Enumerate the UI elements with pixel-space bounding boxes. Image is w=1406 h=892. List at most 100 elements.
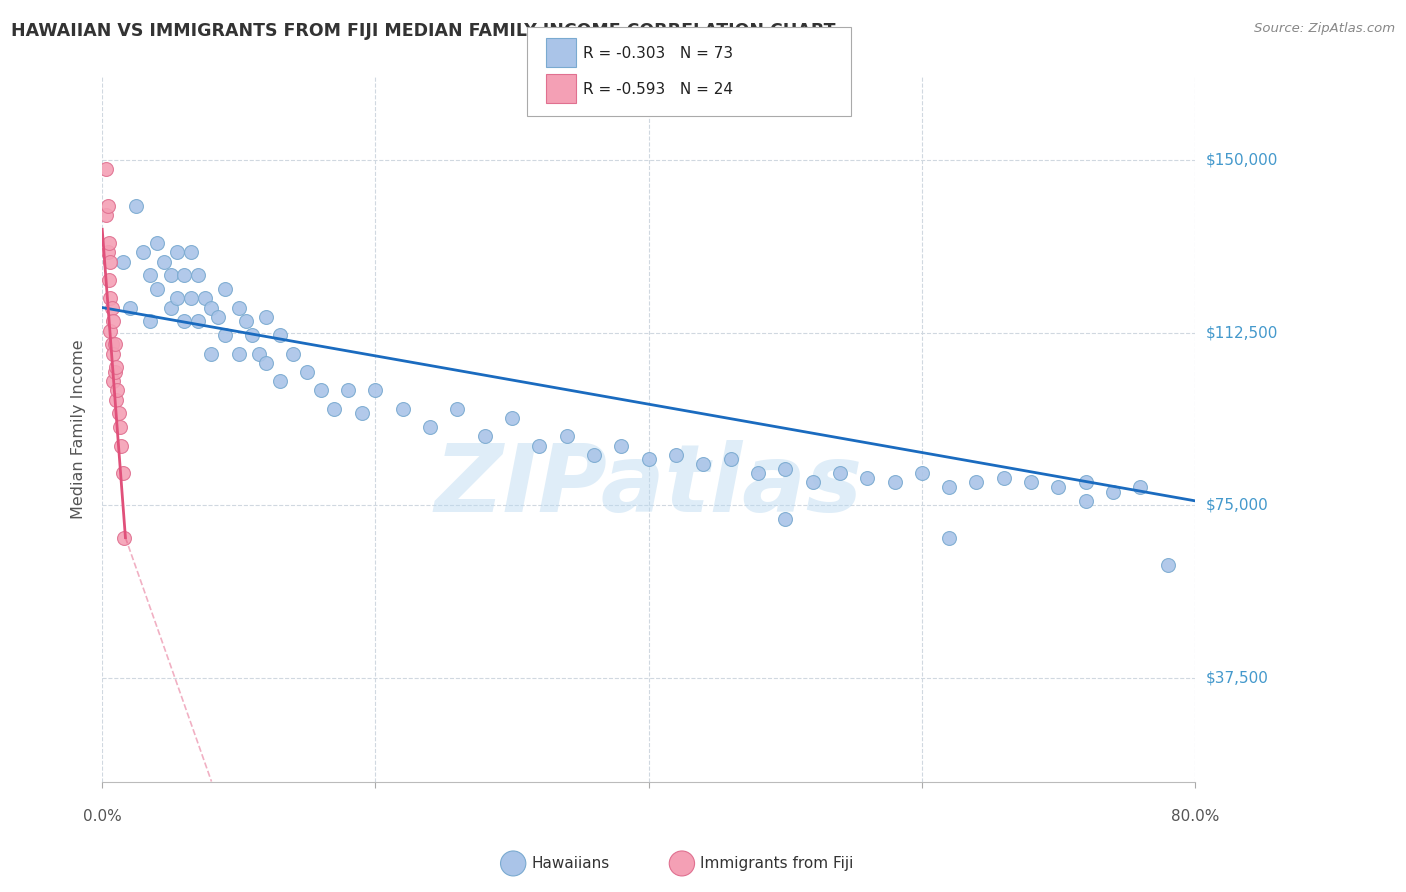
Point bbox=[187, 314, 209, 328]
Point bbox=[474, 429, 496, 443]
Point bbox=[966, 475, 988, 490]
Text: R = -0.303   N = 73: R = -0.303 N = 73 bbox=[583, 46, 734, 62]
Point bbox=[214, 282, 236, 296]
Point bbox=[107, 406, 129, 420]
Point bbox=[610, 439, 633, 453]
Point bbox=[200, 301, 222, 315]
Point bbox=[100, 324, 122, 338]
Text: Source: ZipAtlas.com: Source: ZipAtlas.com bbox=[1254, 22, 1395, 36]
Point bbox=[269, 374, 291, 388]
Point bbox=[100, 337, 122, 351]
Point bbox=[101, 346, 124, 360]
Point bbox=[118, 301, 141, 315]
Point bbox=[132, 245, 155, 260]
Point bbox=[103, 337, 125, 351]
Point bbox=[159, 301, 181, 315]
Point bbox=[254, 310, 277, 324]
Point bbox=[111, 254, 134, 268]
Point bbox=[104, 392, 127, 407]
Point bbox=[207, 310, 229, 324]
Point bbox=[173, 268, 195, 283]
Point bbox=[96, 162, 118, 177]
Point bbox=[98, 273, 121, 287]
Point bbox=[110, 439, 132, 453]
Point bbox=[993, 471, 1015, 485]
Text: $75,000: $75,000 bbox=[1206, 498, 1268, 513]
Point bbox=[100, 254, 122, 268]
Point bbox=[228, 346, 250, 360]
Point bbox=[692, 457, 714, 471]
Point bbox=[501, 411, 523, 425]
Text: HAWAIIAN VS IMMIGRANTS FROM FIJI MEDIAN FAMILY INCOME CORRELATION CHART: HAWAIIAN VS IMMIGRANTS FROM FIJI MEDIAN … bbox=[11, 22, 835, 40]
Point bbox=[214, 328, 236, 343]
Point bbox=[139, 268, 162, 283]
Point bbox=[1047, 480, 1070, 494]
Point bbox=[295, 365, 318, 379]
Point bbox=[166, 291, 188, 305]
Point bbox=[125, 199, 148, 213]
Point bbox=[97, 245, 120, 260]
Point bbox=[309, 384, 332, 398]
Point bbox=[96, 209, 118, 223]
Point bbox=[146, 236, 169, 251]
Point bbox=[269, 328, 291, 343]
Point bbox=[911, 467, 934, 481]
Text: R = -0.593   N = 24: R = -0.593 N = 24 bbox=[583, 82, 734, 97]
Point bbox=[173, 314, 195, 328]
Point bbox=[665, 448, 688, 462]
Point bbox=[856, 471, 879, 485]
Point bbox=[1157, 558, 1180, 573]
Point bbox=[364, 384, 387, 398]
Point bbox=[101, 374, 124, 388]
Point bbox=[235, 314, 257, 328]
Point bbox=[1074, 493, 1097, 508]
Point bbox=[323, 401, 346, 416]
Point bbox=[773, 512, 796, 526]
Text: 80.0%: 80.0% bbox=[1171, 809, 1219, 824]
Point bbox=[146, 282, 169, 296]
Point bbox=[180, 291, 202, 305]
Point bbox=[105, 384, 128, 398]
Point bbox=[139, 314, 162, 328]
Text: Hawaiians: Hawaiians bbox=[531, 856, 610, 871]
Point bbox=[97, 199, 120, 213]
Text: $150,000: $150,000 bbox=[1206, 153, 1278, 168]
Point bbox=[101, 314, 124, 328]
Point bbox=[108, 420, 131, 434]
Point bbox=[200, 346, 222, 360]
Text: ZIPatlas: ZIPatlas bbox=[434, 440, 863, 532]
Point bbox=[111, 467, 134, 481]
Point bbox=[242, 328, 264, 343]
Text: Immigrants from Fiji: Immigrants from Fiji bbox=[700, 856, 853, 871]
Point bbox=[582, 448, 605, 462]
Point bbox=[938, 480, 960, 494]
Point bbox=[446, 401, 468, 416]
Point bbox=[247, 346, 270, 360]
Point bbox=[159, 268, 181, 283]
Point bbox=[747, 467, 769, 481]
Y-axis label: Median Family Income: Median Family Income bbox=[72, 340, 86, 519]
Point bbox=[773, 461, 796, 475]
Point bbox=[391, 401, 413, 416]
Point bbox=[337, 384, 360, 398]
Point bbox=[228, 301, 250, 315]
Point bbox=[419, 420, 441, 434]
Point bbox=[1019, 475, 1042, 490]
Point bbox=[720, 452, 742, 467]
Point bbox=[98, 236, 121, 251]
Text: $112,500: $112,500 bbox=[1206, 326, 1278, 341]
Point bbox=[555, 429, 578, 443]
Point bbox=[938, 531, 960, 545]
Point bbox=[283, 346, 305, 360]
Point bbox=[152, 254, 174, 268]
Text: 0.0%: 0.0% bbox=[83, 809, 121, 824]
Point bbox=[104, 360, 127, 375]
Text: $37,500: $37,500 bbox=[1206, 671, 1270, 685]
Point bbox=[100, 301, 122, 315]
Point bbox=[180, 245, 202, 260]
Point bbox=[187, 268, 209, 283]
Point bbox=[350, 406, 373, 420]
Point bbox=[1102, 484, 1125, 499]
Point bbox=[1129, 480, 1152, 494]
Point bbox=[103, 365, 125, 379]
